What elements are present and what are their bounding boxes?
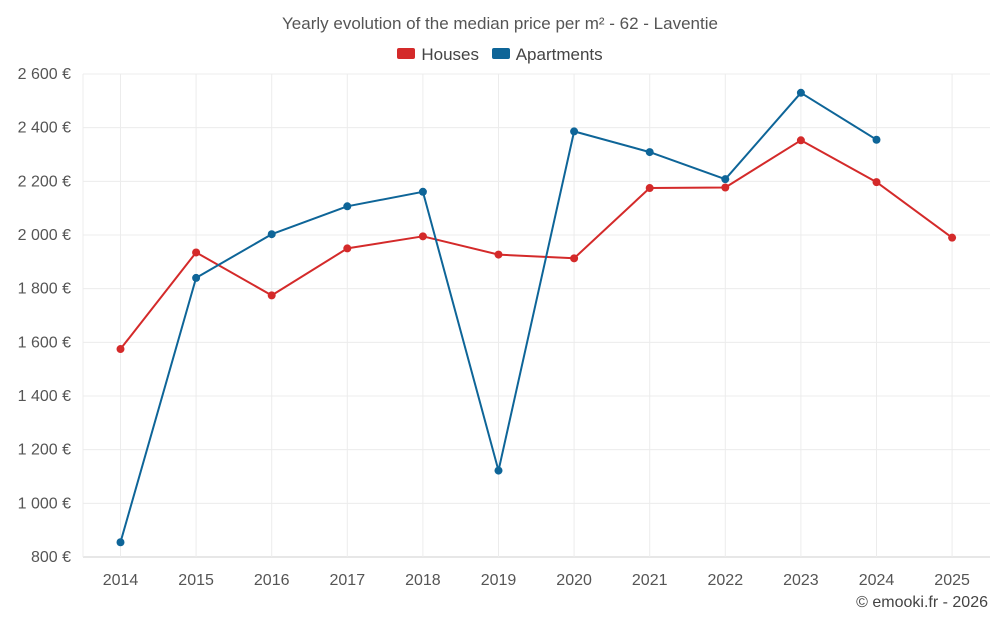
x-tick-label-2021: 2021 xyxy=(632,572,668,589)
data-point-apartments-2014 xyxy=(116,538,125,547)
data-point-apartments-2022 xyxy=(721,175,730,184)
series-line-houses xyxy=(119,139,953,350)
data-point-apartments-2015 xyxy=(192,273,201,282)
data-point-apartments-2023 xyxy=(796,88,805,97)
y-tick-label-1200: 1 200 € xyxy=(18,442,71,459)
data-point-apartments-2021 xyxy=(645,148,654,157)
x-tick-label-2014: 2014 xyxy=(103,572,139,589)
x-tick-label-2015: 2015 xyxy=(178,572,214,589)
legend-label-houses: Houses xyxy=(421,45,479,64)
data-point-apartments-2024 xyxy=(872,135,881,144)
data-point-apartments-2020 xyxy=(570,127,579,136)
x-tick-label-2024: 2024 xyxy=(859,572,895,589)
y-tick-label-2600: 2 600 € xyxy=(18,66,71,83)
x-tick-label-2017: 2017 xyxy=(330,572,366,589)
y-tick-label-2200: 2 200 € xyxy=(18,173,71,190)
x-tick-label-2023: 2023 xyxy=(783,572,819,589)
x-tick-label-2018: 2018 xyxy=(405,572,441,589)
data-point-houses-2023 xyxy=(796,136,805,145)
legend-swatch-apartments xyxy=(491,48,510,60)
x-tick-label-2025: 2025 xyxy=(934,572,970,589)
data-point-houses-2018 xyxy=(418,232,427,241)
data-point-houses-2020 xyxy=(570,254,579,263)
data-point-houses-2022 xyxy=(721,183,730,192)
credit-text: © emooki.fr - 2026 xyxy=(856,594,988,611)
legend: Houses Apartments xyxy=(0,45,1000,65)
y-tick-label-1400: 1 400 € xyxy=(18,388,71,405)
data-point-houses-2024 xyxy=(872,178,881,187)
y-tick-label-1800: 1 800 € xyxy=(18,281,71,298)
y-tick-label-800: 800 € xyxy=(31,549,71,566)
data-point-apartments-2016 xyxy=(267,230,276,239)
data-point-houses-2021 xyxy=(645,184,654,193)
data-point-houses-2019 xyxy=(494,250,503,259)
y-tick-label-2400: 2 400 € xyxy=(18,120,71,137)
y-tick-label-2000: 2 000 € xyxy=(18,227,71,244)
legend-label-apartments: Apartments xyxy=(515,45,603,64)
data-point-houses-2017 xyxy=(343,244,352,253)
y-tick-label-1600: 1 600 € xyxy=(18,334,71,351)
x-tick-label-2016: 2016 xyxy=(254,572,290,589)
x-tick-label-2019: 2019 xyxy=(481,572,517,589)
data-point-apartments-2018 xyxy=(418,187,427,196)
data-point-houses-2015 xyxy=(192,248,201,257)
chart-title: Yearly evolution of the median price per… xyxy=(282,14,718,33)
data-point-houses-2025 xyxy=(948,233,957,242)
y-tick-label-1000: 1 000 € xyxy=(18,495,71,512)
x-tick-label-2020: 2020 xyxy=(556,572,592,589)
legend-item-houses[interactable]: Houses xyxy=(397,45,479,65)
data-point-houses-2016 xyxy=(267,291,276,300)
data-point-apartments-2017 xyxy=(343,202,352,211)
data-point-houses-2014 xyxy=(116,345,125,354)
data-point-apartments-2019 xyxy=(494,466,503,475)
legend-item-apartments[interactable]: Apartments xyxy=(491,45,603,65)
legend-swatch-houses xyxy=(397,48,416,60)
x-tick-label-2022: 2022 xyxy=(708,572,744,589)
